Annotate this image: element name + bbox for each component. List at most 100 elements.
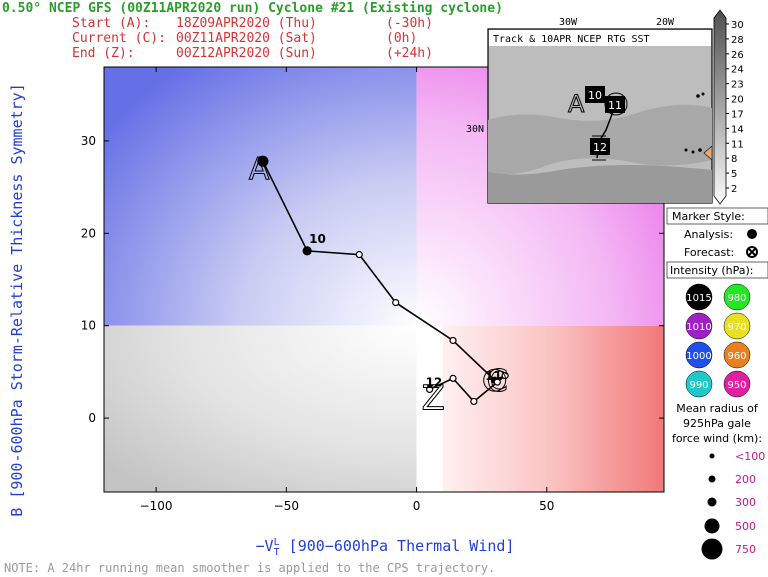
end-marker-Z: Z (422, 378, 445, 418)
inset-sst-warm (488, 165, 712, 203)
intensity-value: 950 (727, 380, 746, 391)
intensity-swatch (685, 341, 713, 369)
colorbar-tick-label: 17 (731, 109, 744, 120)
current-label: Current (C): (72, 31, 166, 46)
intensity-value: 1000 (686, 351, 711, 362)
radius-label: 300 (735, 496, 756, 509)
intensity-value: 990 (689, 380, 708, 391)
radius-marker (701, 538, 723, 560)
colorbar-tick-label: 11 (731, 139, 744, 150)
radius-title-line2: 925hPa gale (683, 417, 751, 430)
radius-label: 500 (735, 520, 756, 533)
colorbar-tick-label: 28 (731, 35, 744, 46)
colorbar-tick-label: 23 (731, 80, 744, 91)
sst-colorbar: 30 28 26 24 23 20 17 14 11 8 5 2 (713, 9, 744, 205)
inset-day10-box (585, 86, 605, 103)
current-marker-C (483, 368, 507, 392)
inset-island (698, 148, 702, 152)
inset-day12-label: 12 (593, 141, 607, 154)
inset-lon-30w: 30W (559, 17, 578, 28)
current-marker-C-letter: C (487, 364, 508, 399)
colorbar-tick-label: 5 (731, 169, 737, 180)
intensity-value: 980 (727, 293, 746, 304)
radius-marker (707, 497, 717, 507)
radius-title-line3: force wind (km): (672, 432, 762, 445)
inset-end-mark (592, 135, 606, 161)
inset-day12-box (590, 138, 610, 155)
y-tick-label: 30 (81, 134, 96, 148)
end-offset: (+24h) (386, 46, 433, 61)
inset-island (691, 150, 695, 154)
colorbar-scale (713, 9, 727, 205)
intensity-value: 1015 (686, 293, 711, 304)
inset-start-mark: A (568, 90, 585, 118)
forecast-marker-icon (746, 246, 758, 258)
analysis-legend-label: Analysis: (684, 228, 733, 241)
quadrant-warm-core-shading (442, 325, 664, 492)
quadrant-sym-cold (104, 325, 417, 492)
x-tick-label: 0 (413, 499, 421, 513)
intensity-swatch (685, 312, 713, 340)
forecast-point (449, 374, 457, 382)
chart-title: 0.50° NCEP GFS (00Z11APR2020 run) Cyclon… (2, 1, 503, 16)
colorbar-tick-label: 8 (731, 154, 737, 165)
x-tick-label: −50 (274, 499, 299, 513)
y-tick-label: 20 (81, 226, 96, 240)
forecast-point (470, 397, 478, 406)
colorbar-tick-label: 26 (731, 50, 744, 61)
radius-label: 750 (735, 543, 756, 556)
current-time: 00Z11APR2020 (Sat) (176, 31, 317, 46)
inset-day11-box (605, 96, 625, 113)
inset-day10-label: 10 (588, 89, 602, 102)
quadrant-asym-cold (104, 67, 417, 326)
track-inset-map: Track & 10APR NCEP RTG SST 30W 20W 30N A… (466, 17, 713, 204)
y-tick-label: 0 (88, 411, 96, 425)
marker-style-title: Marker Style: (672, 210, 745, 223)
start-offset: (-30h) (386, 16, 433, 31)
forecast-point (355, 250, 363, 259)
radius-marker (709, 453, 715, 459)
start-marker-A: A (249, 152, 270, 187)
axis-ticks: −100 −50 0 50 0 10 20 30 (81, 67, 664, 513)
forecast-point (425, 385, 434, 394)
intensity-value: 960 (727, 351, 746, 362)
colorbar-tick-label: 30 (731, 20, 744, 31)
day-label: 12 (426, 375, 443, 389)
forecast-legend-label: Forecast: (684, 246, 734, 259)
marker-style-header (666, 207, 768, 225)
intensity-title: Intensity (hPa): (670, 264, 754, 277)
colorbar-tick-label: 14 (731, 124, 744, 135)
forecast-point (392, 298, 400, 307)
inset-island (684, 148, 688, 152)
forecast-point (449, 336, 457, 345)
forecast-point (493, 378, 501, 386)
radius-marker (704, 518, 720, 534)
inset-day11-label: 11 (608, 99, 622, 112)
end-label: End (Z): (72, 46, 135, 61)
end-time: 00Z12APR2020 (Sun) (176, 46, 317, 61)
colorbar-tick-label: 20 (731, 95, 744, 106)
intensity-swatch (723, 283, 751, 311)
intensity-value: 970 (727, 322, 746, 333)
intensity-swatch (723, 312, 751, 340)
radius-label: <100 (735, 450, 765, 463)
current-offset: (0h) (386, 31, 417, 46)
colorbar-tick-label: 2 (731, 184, 737, 195)
x-tick-label: 50 (539, 499, 554, 513)
radius-marker (708, 475, 716, 483)
inset-lat-30n: 30N (466, 124, 484, 135)
inset-island (701, 92, 705, 96)
intensity-swatch (723, 341, 751, 369)
inset-coast (703, 145, 713, 161)
analysis-point (302, 246, 312, 256)
inset-title-bg (489, 30, 711, 46)
intensity-swatch (685, 370, 713, 398)
analysis-point (257, 155, 269, 167)
inset-island (696, 94, 700, 98)
radius-label: 200 (735, 473, 756, 486)
radius-title-line1: Mean radius of (676, 402, 759, 415)
inset-title: Track & 10APR NCEP RTG SST (493, 34, 650, 45)
intensity-value: 1010 (686, 322, 711, 333)
plot-frame (103, 66, 665, 493)
